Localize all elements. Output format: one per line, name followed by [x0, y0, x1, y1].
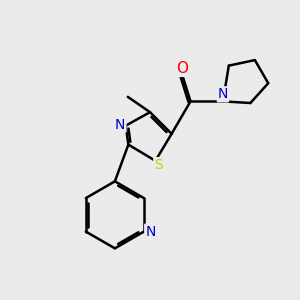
Text: S: S — [154, 158, 163, 172]
Text: O: O — [176, 61, 188, 76]
Text: N: N — [115, 118, 125, 132]
Text: N: N — [145, 225, 156, 238]
Text: N: N — [218, 87, 228, 101]
